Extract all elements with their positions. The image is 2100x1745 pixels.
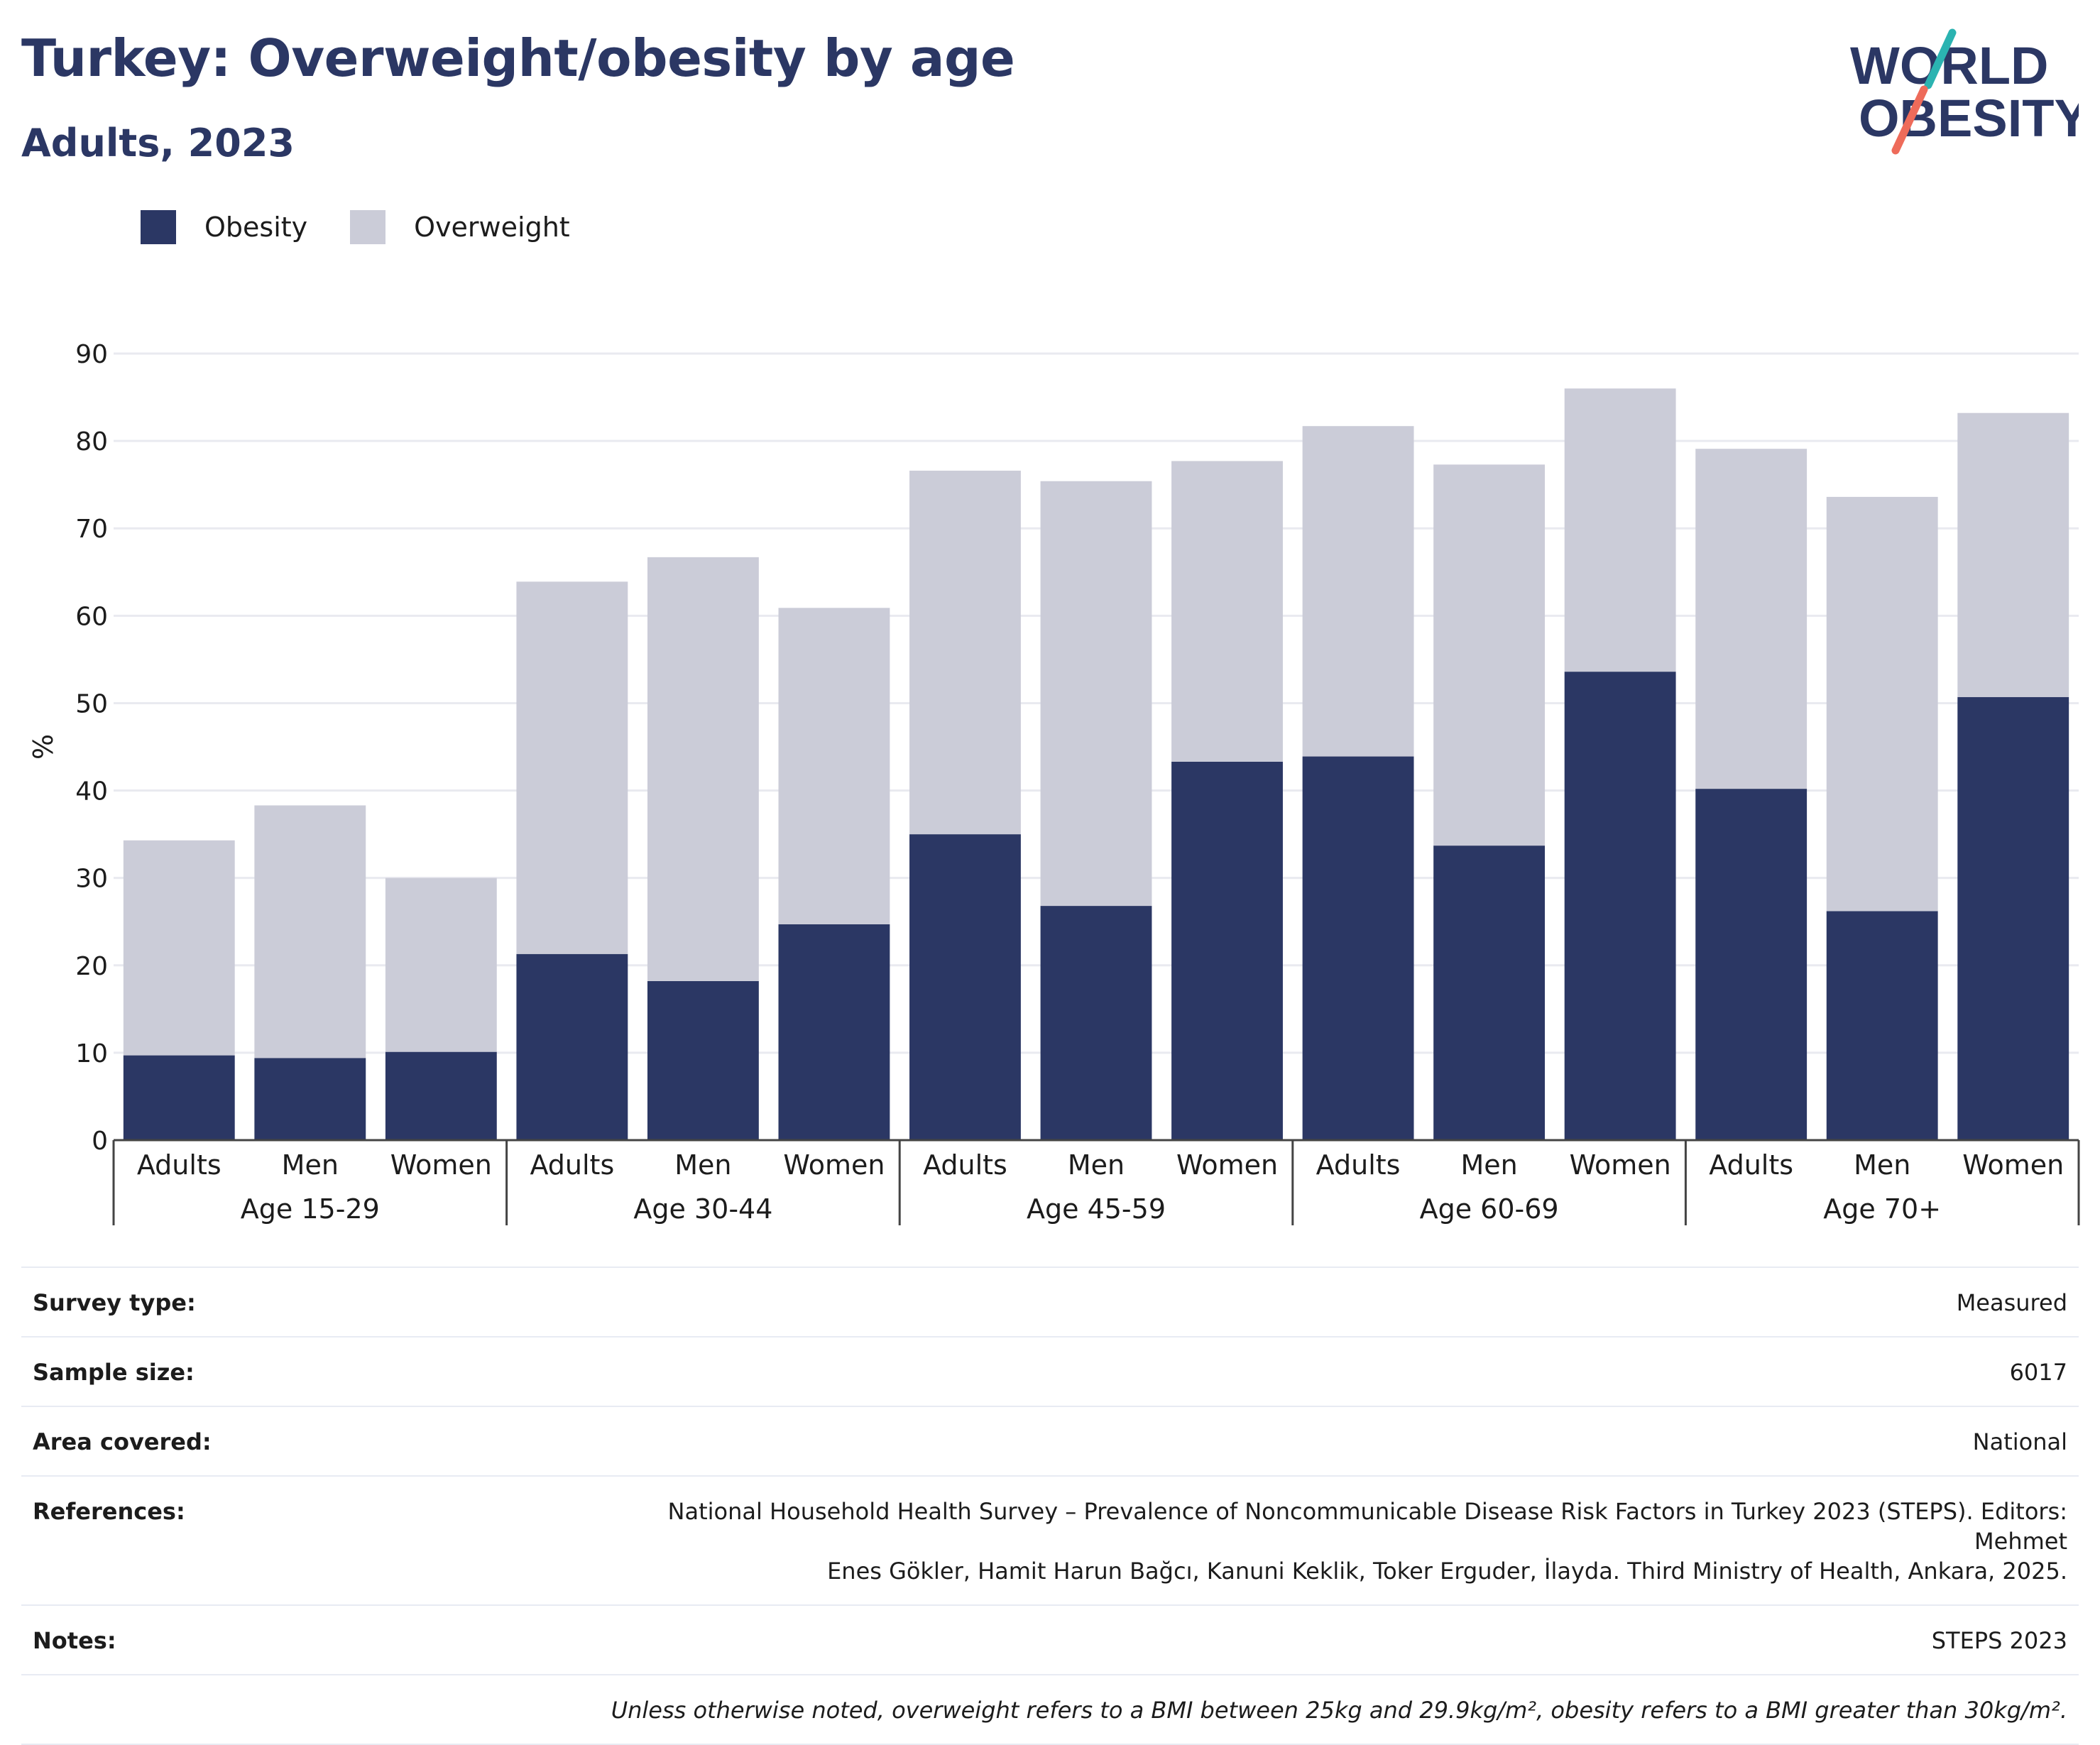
x-tick-label: Adults — [1709, 1149, 1793, 1181]
bar-overweight-12 — [1695, 449, 1808, 789]
x-tick-label: Adults — [530, 1149, 614, 1181]
y-tick-label: 30 — [75, 865, 108, 894]
bar-obesity-11 — [1564, 672, 1676, 1140]
bar-overweight-11 — [1564, 388, 1676, 672]
sample-size-label: Sample size: — [33, 1359, 195, 1386]
y-tick-label: 80 — [75, 427, 108, 456]
info-row-survey-type: Survey type: Measured — [21, 1267, 2079, 1336]
bar-obesity-1 — [254, 1058, 366, 1140]
bar-obesity-14 — [1957, 696, 2069, 1140]
legend-label-obesity: Obesity — [204, 212, 308, 243]
x-tick-label: Men — [1854, 1149, 1910, 1181]
bar-obesity-13 — [1826, 911, 1938, 1140]
x-tick-label: Women — [783, 1149, 885, 1181]
y-tick-label: 0 — [92, 1127, 108, 1156]
bar-obesity-7 — [1040, 906, 1152, 1140]
x-tick-label: Men — [674, 1149, 731, 1181]
x-tick-label: Men — [282, 1149, 339, 1181]
bar-overweight-5 — [778, 608, 890, 924]
legend-item-obesity[interactable]: Obesity — [141, 210, 307, 244]
bar-overweight-8 — [1171, 461, 1283, 762]
x-tick-label: Men — [1068, 1149, 1125, 1181]
logo-word-obesity: OBESITY — [1859, 89, 2079, 148]
bar-overweight-10 — [1433, 464, 1546, 846]
bar-overweight-13 — [1826, 496, 1938, 912]
chart-subtitle: Adults, 2023 — [21, 121, 295, 165]
x-tick-label: Women — [1570, 1149, 1671, 1181]
info-row-sample-size: Sample size: 6017 — [21, 1336, 2079, 1406]
x-tick-label: Women — [390, 1149, 492, 1181]
world-obesity-logo: WORLD OBESITY — [1850, 28, 2079, 155]
bar-obesity-2 — [385, 1051, 497, 1140]
x-tick-label: Adults — [923, 1149, 1007, 1181]
x-tick-label: Women — [1176, 1149, 1278, 1181]
references-value: National Household Health Survey – Preva… — [576, 1497, 2067, 1586]
x-tick-label: Women — [1962, 1149, 2064, 1181]
info-row-notes: Notes: STEPS 2023 — [21, 1604, 2079, 1674]
y-tick-label: 70 — [75, 515, 108, 544]
y-tick-label: 90 — [75, 340, 108, 369]
bar-obesity-10 — [1433, 846, 1546, 1140]
bar-obesity-6 — [909, 834, 1021, 1140]
bar-obesity-0 — [123, 1055, 235, 1140]
x-tick-label: Adults — [137, 1149, 222, 1181]
references-label: References: — [33, 1498, 185, 1525]
references-line-1: National Household Health Survey – Preva… — [667, 1498, 2067, 1555]
legend-swatch-overweight — [350, 210, 386, 244]
info-row-area-covered: Area covered: National — [21, 1406, 2079, 1475]
y-tick-label: 20 — [75, 952, 108, 981]
y-axis-label: % — [28, 734, 59, 760]
logo-slash-coral — [1891, 85, 1928, 155]
bar-overweight-2 — [385, 877, 497, 1052]
group-label: Age 30-44 — [633, 1193, 772, 1225]
bar-overweight-3 — [516, 581, 628, 954]
bar-obesity-8 — [1171, 761, 1283, 1140]
references-line-2: Enes Gökler, Hamit Harun Bağcı, Kanuni K… — [827, 1558, 2067, 1585]
bar-overweight-4 — [647, 557, 759, 981]
bar-overweight-1 — [254, 805, 366, 1059]
bar-overweight-6 — [909, 470, 1021, 835]
info-row-references: References: National Household Health Su… — [21, 1475, 2079, 1604]
x-tick-label: Men — [1460, 1149, 1517, 1181]
sample-size-value: 6017 — [2009, 1359, 2067, 1386]
area-covered-value: National — [1972, 1428, 2067, 1455]
legend-swatch-obesity — [141, 210, 176, 244]
survey-type-value: Measured — [1956, 1289, 2067, 1316]
x-tick-label: Adults — [1316, 1149, 1401, 1181]
bar-overweight-7 — [1040, 481, 1152, 907]
bar-obesity-4 — [647, 980, 759, 1140]
bar-obesity-9 — [1302, 756, 1414, 1140]
bar-obesity-12 — [1695, 789, 1808, 1140]
y-tick-label: 40 — [75, 777, 108, 806]
notes-label: Notes: — [33, 1627, 116, 1654]
bar-overweight-0 — [123, 840, 235, 1056]
bar-obesity-3 — [516, 953, 628, 1140]
bar-overweight-9 — [1302, 426, 1414, 757]
survey-type-label: Survey type: — [33, 1289, 196, 1316]
notes-value: STEPS 2023 — [1931, 1627, 2067, 1654]
legend-item-overweight[interactable]: Overweight — [350, 210, 570, 244]
bar-overweight-14 — [1957, 412, 2069, 697]
legend-label-overweight: Overweight — [414, 212, 570, 243]
logo-slash-teal — [1924, 28, 1957, 89]
stacked-bar-chart: 0 10 20 30 40 50 60 70 80 90% Adults Men Women Adults… — [28, 340, 2080, 1225]
chart-title: Turkey: Overweight/obesity by age — [21, 28, 1015, 88]
survey-info-table: Survey type: Measured Sample size: 6017 … — [21, 1267, 2079, 1745]
chart-legend: Obesity Overweight — [141, 210, 613, 244]
y-tick-label: 10 — [75, 1039, 108, 1068]
area-covered-label: Area covered: — [33, 1428, 212, 1455]
group-label: Age 70+ — [1823, 1193, 1941, 1225]
group-label: Age 45-59 — [1027, 1193, 1166, 1225]
y-tick-label: 60 — [75, 602, 108, 631]
bar-obesity-5 — [778, 924, 890, 1140]
bmi-footnote: Unless otherwise noted, overweight refer… — [21, 1674, 2079, 1745]
y-tick-label: 50 — [75, 689, 108, 718]
group-label: Age 60-69 — [1420, 1193, 1559, 1225]
group-label: Age 15-29 — [241, 1193, 380, 1225]
